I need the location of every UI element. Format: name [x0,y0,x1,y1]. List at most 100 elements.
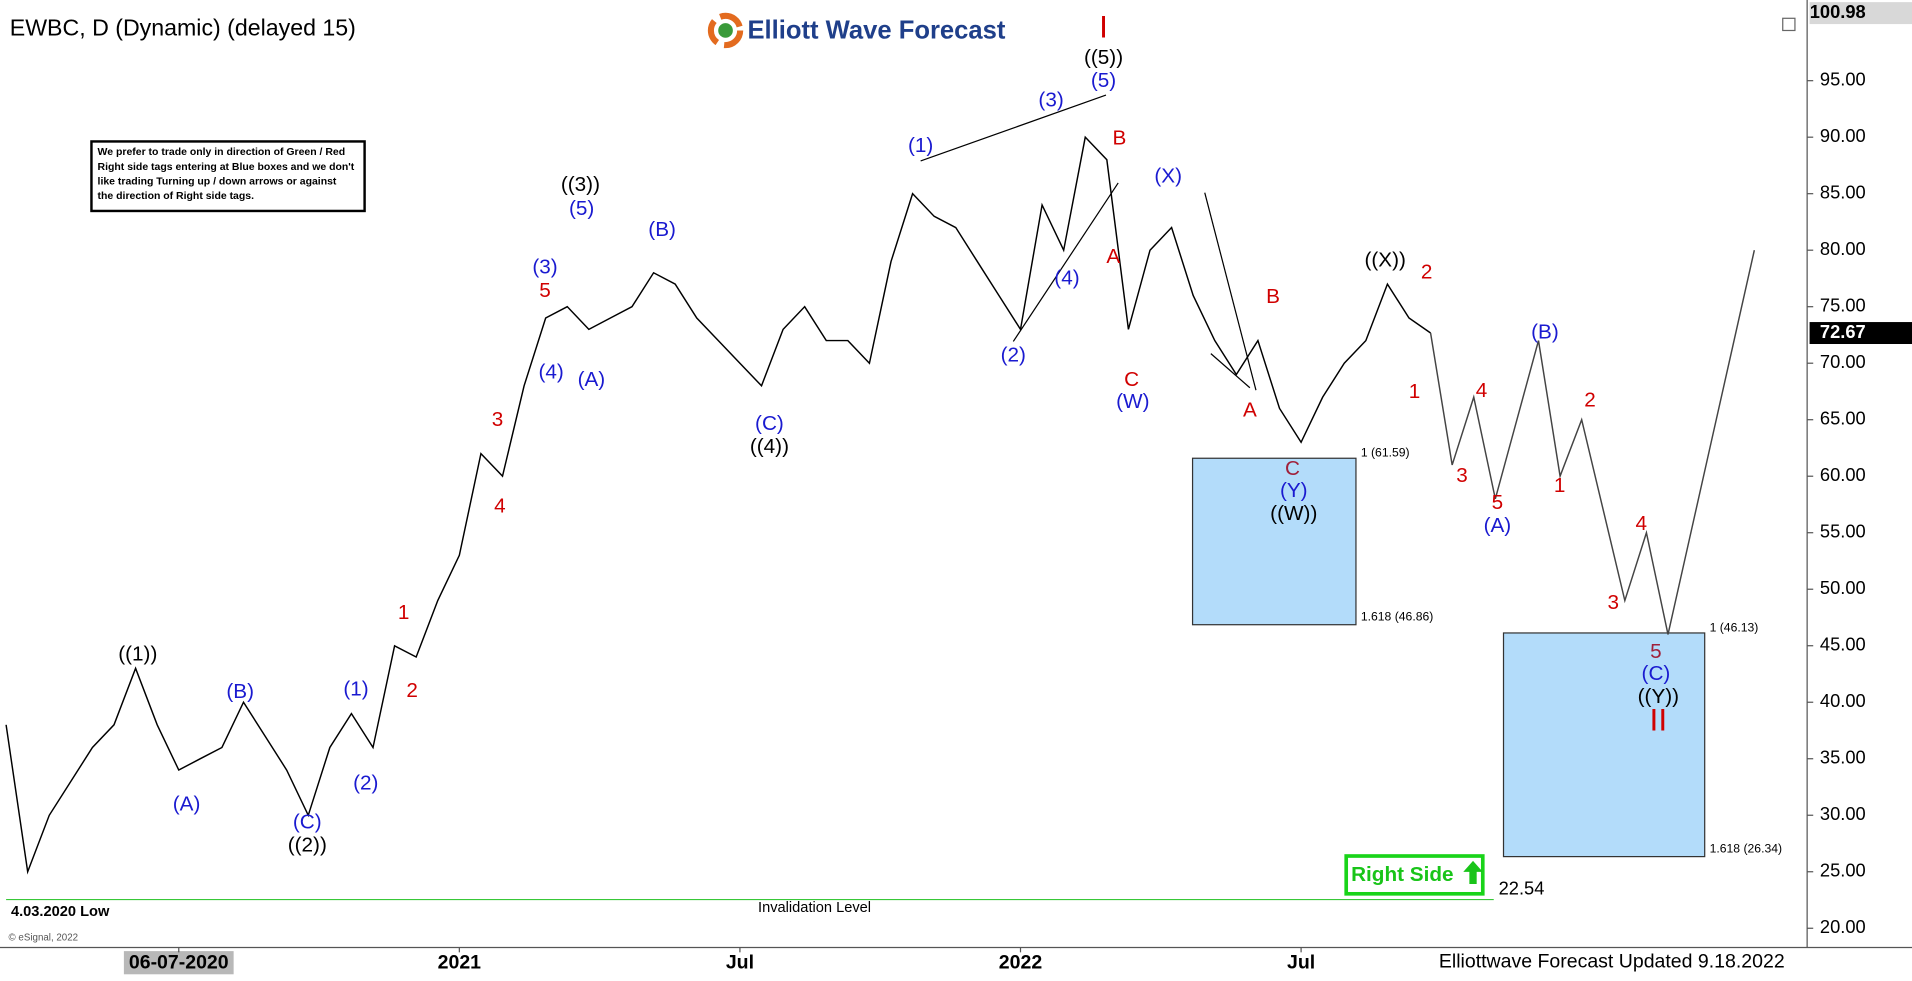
y-tick-label: 40.00 [1820,690,1866,711]
y-tick-label: 35.00 [1820,747,1866,768]
wave-label: ((X)) [1365,248,1406,271]
x-tick-label: 2021 [438,951,482,973]
wave-label: (Y) [1280,479,1308,502]
wave-label: (1) [908,134,933,157]
scale-top-label: 100.98 [1810,1,1866,22]
wave-label: 2 [1584,389,1596,412]
box-bottom-label: 1.618 (46.86) [1361,610,1434,624]
wave-label: 3 [492,408,504,431]
note-line: the direction of Right side tags. [98,191,255,202]
wave-label: (5) [1091,69,1116,92]
wave-label: 3 [1456,464,1468,487]
note-line: We prefer to trade only in direction of … [98,147,346,158]
wave-label: II [1650,701,1668,737]
x-tick-label: Jul [726,951,754,973]
y-tick-label: 25.00 [1820,860,1866,881]
target-box [1191,457,1357,626]
wave-label: (5) [569,197,594,220]
wave-label: 4 [494,495,506,518]
wave-label: ((3)) [561,173,600,196]
invalidation-value: 22.54 [1499,878,1545,899]
wave-label: 4 [1636,512,1648,535]
invalidation-text: Invalidation Level [758,900,871,916]
right-side-tag [1344,854,1485,896]
right-side-text: Right Side [1351,863,1453,886]
footer: Elliottwave Forecast Updated 9.18.2022 [1439,950,1785,972]
y-tick-label: 20.00 [1820,916,1866,937]
y-tick-label: 65.00 [1820,408,1866,429]
wave-label: C [1285,457,1300,480]
x-tick-label: Jul [1287,951,1315,973]
wave-label: (W) [1116,390,1149,413]
x-tick-label: 2022 [999,951,1043,973]
wave-label: 2 [1421,261,1433,284]
wave-label: B [1112,126,1126,149]
y-tick-label: 70.00 [1820,351,1866,372]
y-tick-label: 60.00 [1820,464,1866,485]
wave-label: (C) [755,412,784,435]
wave-label: (C) [293,811,322,834]
wave-label: (4) [1054,267,1079,290]
logo-icon [707,12,744,49]
wave-label: 3 [1607,591,1619,614]
wave-label: (B) [1531,320,1559,343]
logo-box [704,10,1030,50]
wave-label: (3) [1038,89,1063,112]
wave-label: A [1243,398,1257,421]
y-tick-label: 45.00 [1820,634,1866,655]
wave-label: 1 [1409,380,1421,403]
note-box [90,140,366,213]
wave-label: 2 [406,679,418,702]
crosshair-date-box [123,951,234,975]
wedge-line [1210,353,1251,389]
wave-label: ((5)) [1084,46,1123,69]
wave-label: (2) [353,772,378,795]
y-tick-label: 90.00 [1820,125,1866,146]
wave-label: ((1)) [118,642,157,665]
y-tick-label: 85.00 [1820,182,1866,203]
symbol-title: EWBC, D (Dynamic) (delayed 15) [10,14,356,40]
wave-label: (A) [578,368,606,391]
window-icon [1782,17,1796,32]
wave-label: 1 [398,601,410,624]
wave-label: I [1099,9,1108,45]
wedge-line [1012,182,1119,342]
wave-label: (C) [1642,662,1671,685]
wave-label: B [1266,285,1280,308]
y-tick-label: 80.00 [1820,238,1866,259]
wave-label: (3) [532,256,557,279]
projection-line [1429,250,1756,635]
wave-label: ((4)) [750,435,789,458]
wave-label: C [1124,368,1139,391]
wave-label: (2) [1001,344,1026,367]
wave-label: (B) [226,680,254,703]
box-top-label: 1 (46.13) [1710,620,1759,634]
right-side-arrow [1463,860,1483,885]
last-price-label: 72.67 [1820,321,1866,342]
wave-label: (A) [173,792,201,815]
target-boxes: 1 (61.59) 1.618 (46.86) 1 (46.13) 1.618 (26… [1191,446,1783,858]
logo-text: Elliott Wave Forecast [747,16,1005,44]
box-bottom-label: 1.618 (26.34) [1710,842,1783,856]
logo-icon-core [718,23,733,38]
y-tick-label: 30.00 [1820,803,1866,824]
wave-label: 5 [1650,640,1662,663]
wave-label: 5 [1492,491,1504,514]
low-label: 4.03.2020 Low [11,904,110,920]
wave-label: (4) [538,361,563,384]
note-line: like trading Turning up / down arrows or… [98,176,337,187]
wave-label: ((W)) [1270,502,1317,525]
wave-label: ((2)) [288,834,327,857]
wave-label: 5 [539,279,551,302]
price-line [5,135,1432,875]
copyright: © eSignal, 2022 [9,932,79,943]
note-line: Right side tags entering at Blue boxes a… [98,162,355,173]
wave-label: A [1106,245,1120,268]
scale-top-box [1809,2,1912,25]
last-price-tag [1809,322,1912,345]
y-tick-label: 95.00 [1820,69,1866,90]
x-tick-label: 06-07-2020 [129,951,229,973]
wedge-line [920,94,1107,162]
